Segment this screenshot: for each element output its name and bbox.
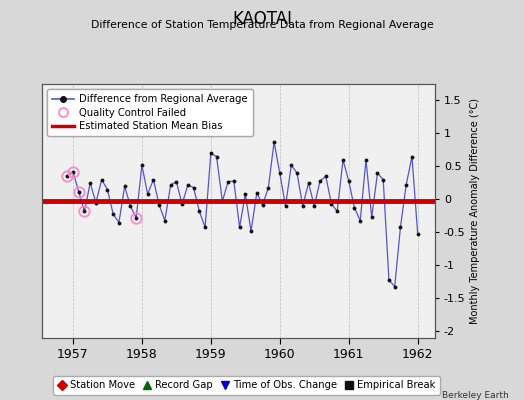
Y-axis label: Monthly Temperature Anomaly Difference (°C): Monthly Temperature Anomaly Difference (… bbox=[470, 98, 480, 324]
Legend: Station Move, Record Gap, Time of Obs. Change, Empirical Break: Station Move, Record Gap, Time of Obs. C… bbox=[52, 376, 440, 395]
Text: KAOTAI: KAOTAI bbox=[232, 10, 292, 28]
Legend: Difference from Regional Average, Quality Control Failed, Estimated Station Mean: Difference from Regional Average, Qualit… bbox=[47, 89, 253, 136]
Text: Difference of Station Temperature Data from Regional Average: Difference of Station Temperature Data f… bbox=[91, 20, 433, 30]
Text: Berkeley Earth: Berkeley Earth bbox=[442, 390, 508, 400]
